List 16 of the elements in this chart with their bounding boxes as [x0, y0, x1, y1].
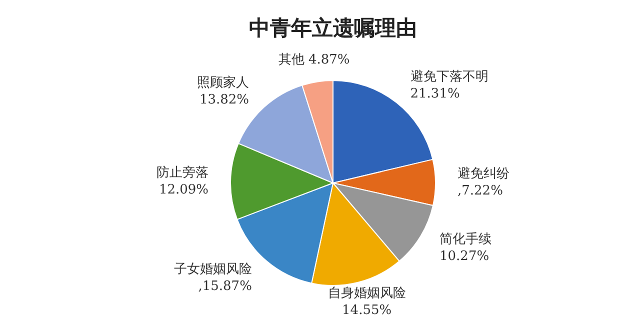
data-label: 12.09% [158, 182, 209, 198]
slice-label: 避免纠纷 [458, 166, 510, 182]
data-label: 13.82% [199, 92, 250, 108]
slice-label: 自身婚姻风险 [328, 286, 406, 302]
slice-label: 防止旁落 [156, 165, 209, 180]
slice-label: 避免下落不明 [410, 70, 488, 85]
data-label: 21.31% [410, 86, 460, 102]
slice-label: 简化手续 [440, 232, 492, 247]
data-label: 10.27% [440, 248, 490, 264]
slice-label: 照顾家人 [197, 74, 250, 90]
data-label: 14.55% [342, 303, 392, 318]
chart-title: 中青年立遗嘱理由 [248, 14, 418, 42]
data-label: ,7.22% [458, 184, 503, 199]
slice-label: 其他 4.87% [278, 52, 350, 68]
slice-label: 子女婚姻风险 [174, 262, 252, 277]
data-label: ,15.87% [198, 278, 252, 294]
